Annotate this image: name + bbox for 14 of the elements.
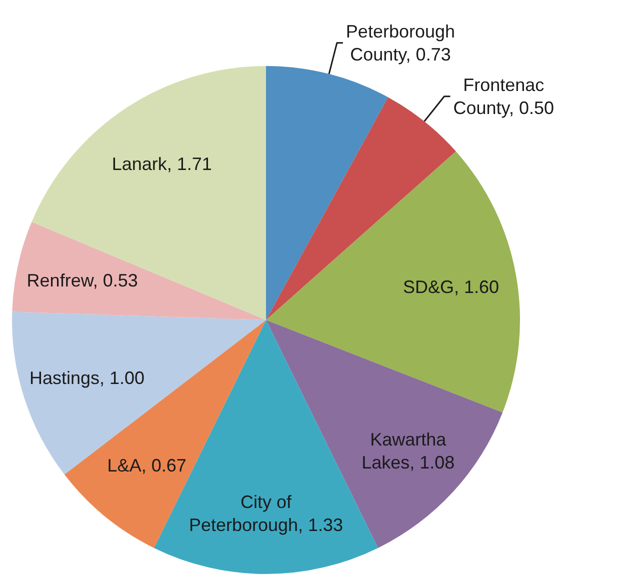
slice-label: City of Peterborough, 1.33 [188,492,344,535]
slice-label: Kawartha Lakes, 1.08 [362,429,455,472]
pie-slice [266,97,456,320]
slice-label: Hastings, 1.00 [30,368,145,388]
slice-label: Peterborough County, 0.73 [346,22,456,65]
slice-label: Lanark, 1.71 [112,154,212,174]
pie-slice [12,312,266,475]
slice-label: L&A, 0.67 [107,456,186,476]
slice-label: Frontenac County, 0.50 [453,75,554,118]
pie-slice [266,66,388,320]
slice-label: SD&G, 1.60 [403,277,500,298]
pie-slice [266,151,520,412]
slice-label: Renfrew, 0.53 [26,270,138,290]
pie-slice [12,222,266,320]
